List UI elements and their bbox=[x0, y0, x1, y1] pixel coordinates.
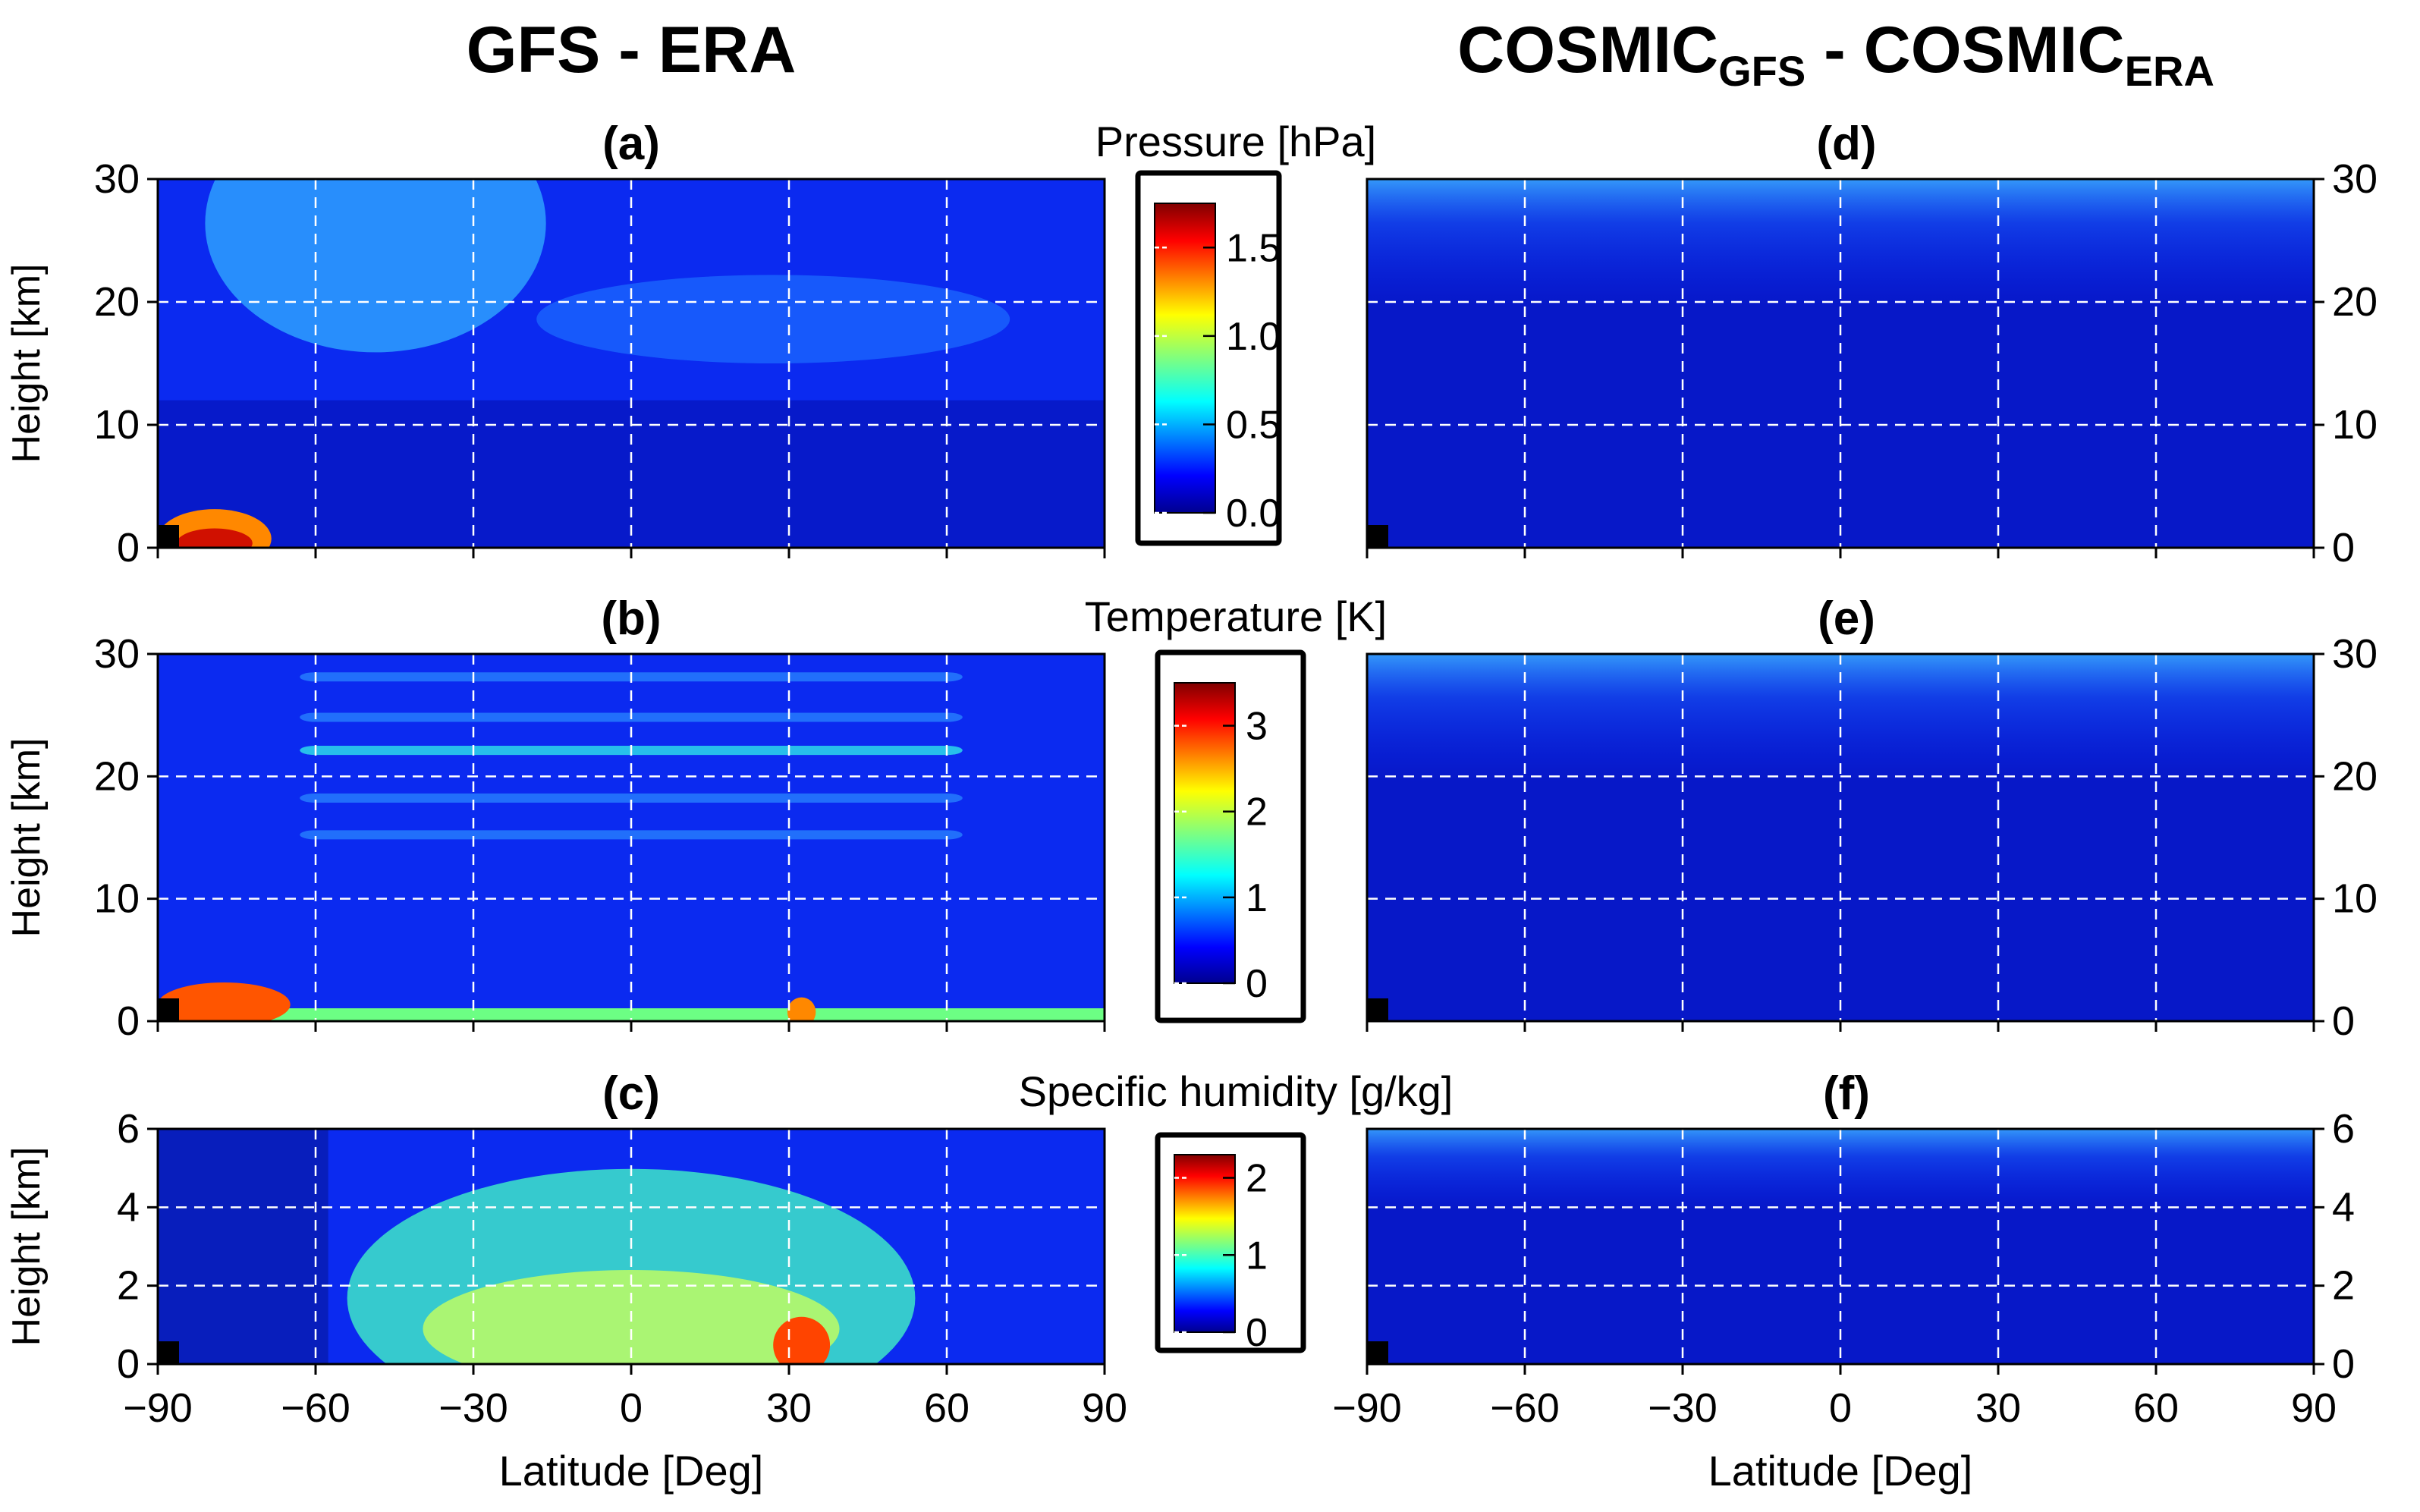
y-tick-label: 30 bbox=[94, 631, 140, 677]
heatmap-band bbox=[158, 1129, 328, 1364]
heatmap-band bbox=[300, 793, 963, 803]
title-part: COSMIC bbox=[1457, 14, 1718, 86]
colorbar: 0 1 2 3 bbox=[1155, 649, 1306, 1023]
title-subscript: ERA bbox=[2125, 47, 2214, 95]
heatmap-panel: (e) 0 10 20 30 bbox=[1366, 593, 2378, 1044]
colorbar-tick-label: 1.5 bbox=[1226, 226, 1281, 270]
colorbar-tick-label: 0.5 bbox=[1226, 403, 1281, 447]
missing-data-mask bbox=[1367, 1341, 1388, 1364]
heatmap-panel: (a) 0 10 20 30 Height [km] bbox=[5, 118, 1106, 571]
y-tick-label: 6 bbox=[2332, 1106, 2355, 1152]
y-tick-label: 20 bbox=[94, 279, 140, 325]
x-tick-label: 60 bbox=[2133, 1385, 2179, 1431]
heatmap-band bbox=[300, 830, 963, 840]
field-feature bbox=[773, 1316, 831, 1364]
y-tick-label: 2 bbox=[2332, 1263, 2355, 1309]
colorbar-tick-label: 0 bbox=[1246, 962, 1268, 1006]
heatmap-panel: (f) 0 2 4 6 −90 −60 −30 0 30 60 90 Latitude [Deg] bbox=[1332, 1067, 2355, 1495]
row-quantity-label: Specific humidity [g/kg] bbox=[1019, 1067, 1454, 1115]
x-tick-label: −60 bbox=[1490, 1385, 1560, 1431]
y-axis-label: Height [km] bbox=[5, 264, 49, 464]
y-axis-label: Height [km] bbox=[5, 1147, 49, 1347]
y-tick-label: 30 bbox=[94, 156, 140, 202]
colorbar-tick-label: 1 bbox=[1246, 1234, 1268, 1278]
y-tick-label: 6 bbox=[117, 1106, 140, 1152]
y-tick-label: 4 bbox=[117, 1184, 140, 1230]
heatmap-panel: (d) 0 10 20 30 bbox=[1366, 118, 2378, 571]
colorbar-tick-label: 1.0 bbox=[1226, 315, 1281, 359]
x-tick-label: −30 bbox=[1648, 1385, 1718, 1431]
panel-label: (b) bbox=[601, 593, 661, 645]
y-axis-label: Height [km] bbox=[5, 738, 49, 938]
column-title-cosmic: COSMICGFS - COSMICERA bbox=[1457, 14, 2214, 95]
y-tick-label: 10 bbox=[94, 402, 140, 448]
field-feature bbox=[536, 275, 1010, 363]
y-tick-label: 0 bbox=[117, 998, 140, 1044]
panel-label: (e) bbox=[1818, 593, 1875, 645]
field-feature bbox=[176, 528, 253, 548]
missing-data-mask bbox=[158, 525, 179, 548]
x-tick-label: 60 bbox=[924, 1385, 970, 1431]
heatmap-band bbox=[158, 1008, 1105, 1021]
colorbar-tick-label: 3 bbox=[1246, 705, 1268, 749]
panel-label: (d) bbox=[1816, 118, 1876, 170]
row-quantity-label: Pressure [hPa] bbox=[1095, 118, 1376, 165]
y-tick-label: 0 bbox=[117, 1341, 140, 1387]
x-tick-label: −60 bbox=[281, 1385, 350, 1431]
colorbar-gradient bbox=[1174, 682, 1236, 984]
panel-label: (c) bbox=[602, 1067, 660, 1120]
x-tick-label: 90 bbox=[2291, 1385, 2337, 1431]
panel-label: (a) bbox=[602, 118, 660, 170]
colorbar-tick-label: 0.0 bbox=[1226, 492, 1281, 536]
missing-data-mask bbox=[158, 1341, 179, 1364]
y-tick-label: 0 bbox=[2332, 525, 2355, 571]
field-feature bbox=[205, 179, 546, 353]
colorbar: 0.0 0.5 1.0 1.5 bbox=[1135, 170, 1282, 546]
missing-data-mask bbox=[1367, 998, 1388, 1021]
y-tick-label: 4 bbox=[2332, 1184, 2355, 1230]
missing-data-mask bbox=[1367, 525, 1388, 548]
x-tick-label: 30 bbox=[766, 1385, 812, 1431]
field-feature bbox=[158, 982, 291, 1021]
y-tick-label: 20 bbox=[94, 753, 140, 799]
x-axis-label: Latitude [Deg] bbox=[1708, 1447, 1973, 1495]
x-tick-label: −90 bbox=[123, 1385, 193, 1431]
colorbar-tick-label: 0 bbox=[1246, 1311, 1268, 1355]
panel-label: (f) bbox=[1823, 1067, 1870, 1120]
y-tick-label: 20 bbox=[2332, 753, 2378, 799]
y-tick-label: 10 bbox=[94, 876, 140, 922]
x-tick-label: −90 bbox=[1332, 1385, 1402, 1431]
x-tick-label: 0 bbox=[620, 1385, 643, 1431]
x-tick-label: 90 bbox=[1082, 1385, 1127, 1431]
missing-data-mask bbox=[158, 998, 179, 1021]
y-tick-label: 10 bbox=[2332, 402, 2378, 448]
column-title-gfs-era: GFS - ERA bbox=[467, 14, 797, 86]
row-quantity-label: Temperature [K] bbox=[1085, 593, 1387, 640]
y-tick-label: 30 bbox=[2332, 156, 2378, 202]
heatmap-panel: (b) 0 10 20 30 Height [km] bbox=[5, 593, 1106, 1044]
x-tick-label: −30 bbox=[438, 1385, 508, 1431]
x-axis-label: Latitude [Deg] bbox=[499, 1447, 764, 1495]
x-tick-label: 30 bbox=[1975, 1385, 2021, 1431]
y-tick-label: 30 bbox=[2332, 631, 2378, 677]
colorbar-gradient bbox=[1174, 1154, 1236, 1333]
y-tick-label: 0 bbox=[2332, 998, 2355, 1044]
y-tick-label: 0 bbox=[117, 525, 140, 571]
y-tick-label: 0 bbox=[2332, 1341, 2355, 1387]
y-tick-label: 10 bbox=[2332, 876, 2378, 922]
colorbar-tick-label: 1 bbox=[1246, 876, 1268, 920]
heatmap-panel: (c) 0 2 4 6 −90 −60 −30 0 30 60 90 Latitude [Deg] Hei… bbox=[5, 1067, 1127, 1495]
colorbar-gradient bbox=[1154, 203, 1216, 514]
colorbar: 0 1 2 bbox=[1155, 1132, 1306, 1355]
title-part: - COSMIC bbox=[1806, 14, 2124, 86]
title-subscript: GFS bbox=[1718, 47, 1806, 95]
field-feature bbox=[787, 997, 816, 1021]
y-tick-label: 20 bbox=[2332, 279, 2378, 325]
colorbar-tick-label: 2 bbox=[1246, 791, 1268, 835]
colorbar-tick-label: 2 bbox=[1246, 1157, 1268, 1201]
y-tick-label: 2 bbox=[117, 1263, 140, 1309]
x-tick-label: 0 bbox=[1829, 1385, 1852, 1431]
